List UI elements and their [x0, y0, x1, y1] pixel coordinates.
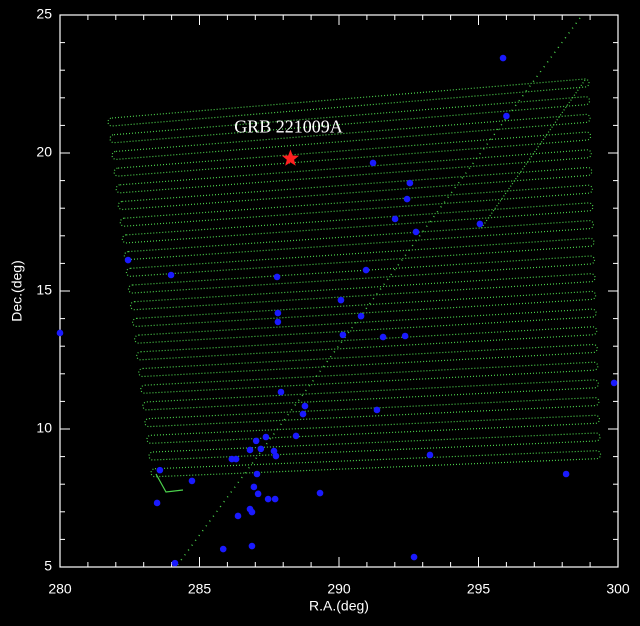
data-point — [254, 490, 262, 498]
data-point — [410, 553, 418, 561]
scan-row — [107, 78, 590, 127]
y-tick-label: 5 — [44, 558, 52, 574]
data-point — [248, 508, 256, 516]
x-tick-label: 285 — [188, 581, 212, 597]
y-tick-label: 25 — [36, 6, 52, 22]
y-tick-label: 20 — [36, 144, 52, 160]
x-tick-label: 290 — [327, 581, 351, 597]
data-point — [257, 445, 265, 453]
data-point — [253, 470, 261, 478]
data-point — [426, 451, 434, 459]
data-point — [272, 452, 280, 460]
data-point — [124, 256, 132, 264]
scan-row — [109, 96, 591, 144]
grb-label: GRB 221009A — [234, 117, 343, 137]
scan-row — [142, 379, 599, 411]
scan-edge — [479, 79, 586, 231]
data-point — [357, 312, 365, 320]
data-point — [316, 489, 324, 497]
data-point — [273, 273, 281, 281]
data-point — [153, 499, 161, 507]
data-point — [299, 410, 307, 418]
scan-row — [115, 149, 592, 194]
scan-row — [111, 113, 591, 161]
data-point — [219, 545, 227, 553]
data-point — [379, 333, 387, 341]
data-point — [337, 296, 345, 304]
data-point — [406, 179, 414, 187]
data-point — [171, 559, 179, 567]
data-point — [56, 329, 64, 337]
data-point — [248, 542, 256, 550]
data-point — [339, 331, 347, 339]
scan-row — [123, 219, 594, 261]
data-point — [610, 379, 618, 387]
scan-row — [138, 343, 598, 378]
scan-row — [146, 414, 601, 444]
data-point — [167, 271, 175, 279]
data-point — [246, 446, 254, 454]
data-point — [301, 402, 309, 410]
data-point — [562, 470, 570, 478]
scan-row — [150, 450, 602, 478]
data-point — [188, 477, 196, 485]
y-tick-label: 15 — [36, 282, 52, 298]
data-point — [373, 406, 381, 414]
data-point — [264, 495, 272, 503]
data-point — [292, 432, 300, 440]
data-point — [252, 437, 260, 445]
x-tick-label: 280 — [48, 581, 72, 597]
data-point — [391, 215, 399, 223]
data-point — [362, 266, 370, 274]
data-point — [250, 483, 258, 491]
data-point — [401, 332, 409, 340]
x-axis-title: R.A.(deg) — [309, 598, 369, 614]
data-point — [228, 455, 236, 463]
data-point — [270, 447, 278, 455]
scan-row — [119, 184, 593, 227]
y-axis-title: Dec.(deg) — [9, 260, 25, 321]
data-point — [503, 112, 510, 120]
data-point — [412, 228, 420, 236]
data-point — [274, 309, 282, 317]
scan-row — [132, 290, 597, 328]
y-tick-label: 10 — [36, 420, 52, 436]
x-tick-label: 295 — [467, 581, 491, 597]
data-point — [476, 220, 484, 228]
scan-row — [127, 255, 596, 294]
data-point — [403, 195, 411, 203]
data-point — [499, 54, 507, 62]
scan-row — [134, 308, 597, 344]
data-point — [277, 388, 285, 396]
scan-row — [129, 273, 596, 311]
data-point — [156, 466, 164, 474]
scan-row — [113, 131, 592, 177]
x-tick-label: 300 — [606, 581, 630, 597]
data-point — [271, 495, 279, 503]
data-point — [369, 159, 377, 167]
data-point — [262, 433, 270, 441]
data-point — [234, 512, 242, 520]
data-point — [274, 318, 282, 326]
grb-star — [281, 149, 300, 166]
scan-edge — [155, 473, 184, 493]
